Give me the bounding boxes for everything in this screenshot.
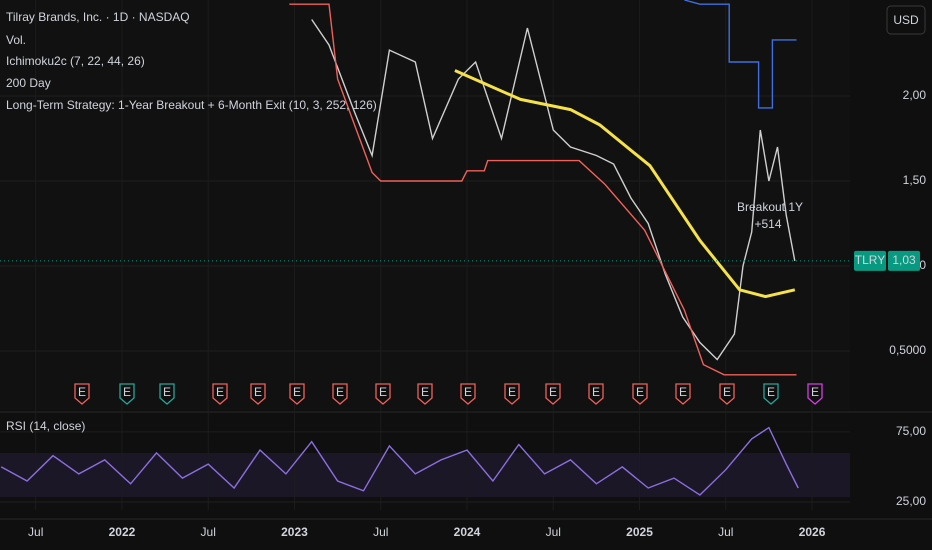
symbol-label: TLRY (855, 253, 885, 267)
earnings-icon (417, 383, 433, 405)
x-tick-label: Jul (28, 525, 43, 539)
earnings-icon (460, 383, 476, 405)
earnings-label: E (78, 385, 86, 399)
earnings-icon (675, 383, 691, 405)
earnings-label: E (123, 385, 131, 399)
earnings-icon (212, 383, 228, 405)
currency-button[interactable] (886, 5, 926, 35)
x-tick-label: Jul (718, 525, 733, 539)
earnings-icon (588, 383, 604, 405)
earnings-icon (332, 383, 348, 405)
x-tick-label: 2022 (109, 525, 136, 539)
grid: 0,50001,001,502,00Jul2022Jul2023Jul2024J… (0, 0, 926, 539)
price-label: 1,03 (892, 253, 916, 267)
earnings-label: E (464, 385, 472, 399)
earnings-label: E (767, 385, 775, 399)
indicator: Vol. (6, 33, 26, 47)
x-tick-label: Jul (201, 525, 216, 539)
earnings-label: E (421, 385, 429, 399)
x-tick-label: 2025 (626, 525, 653, 539)
series-line (0, 426, 799, 496)
y-tick-label: 1,50 (903, 173, 927, 187)
symbol-box (854, 250, 886, 271)
x-tick-label: 2024 (454, 525, 481, 539)
earnings-label: E (216, 385, 224, 399)
earnings-icon (719, 383, 735, 405)
earnings-label: E (508, 385, 516, 399)
earnings-icon (159, 383, 175, 405)
series-line (311, 19, 796, 361)
earnings-label: E (811, 385, 819, 399)
earnings-label: E (254, 385, 262, 399)
earnings-label: E (379, 385, 387, 399)
earnings-icon (807, 383, 823, 405)
price-pane (0, 0, 850, 410)
rsi-title: RSI (14, close) (6, 419, 85, 433)
series-line (454, 69, 796, 299)
earnings-icon (504, 383, 520, 405)
earnings-icon (545, 383, 561, 405)
earnings-label: E (679, 385, 687, 399)
x-tick-label: 2026 (799, 525, 826, 539)
y-tick-label: 0,5000 (889, 343, 926, 357)
y-tick-label: 25,00 (896, 494, 926, 508)
symbol-title: Tilray Brands, Inc. · 1D · NASDAQ (6, 10, 190, 24)
annotation-value: +514 (754, 217, 781, 231)
earnings-label: E (163, 385, 171, 399)
y-tick-label: 75,00 (896, 424, 926, 438)
indicator: 200 Day (6, 76, 51, 90)
earnings-label: E (636, 385, 644, 399)
earnings-icon (119, 383, 135, 405)
rsi-band (0, 453, 850, 497)
x-tick-label: Jul (373, 525, 388, 539)
price-box (888, 250, 920, 271)
earnings-icon (250, 383, 266, 405)
indicator: Long-Term Strategy: 1-Year Breakout + 6-… (6, 98, 377, 112)
x-tick-label: Jul (546, 525, 561, 539)
earnings-icon (763, 383, 779, 405)
earnings-icon (375, 383, 391, 405)
x-tick-label: 2023 (281, 525, 308, 539)
earnings-label: E (592, 385, 600, 399)
series-line (684, 0, 797, 109)
earnings-label: E (549, 385, 557, 399)
annotation: Breakout 1Y (737, 200, 803, 214)
y-tick-label: 2,00 (903, 88, 927, 102)
earnings-label: E (336, 385, 344, 399)
indicator: Ichimoku2c (7, 22, 44, 26) (6, 54, 145, 68)
legend: Tilray Brands, Inc. · 1D · NASDAQ Vol. I… (6, 10, 377, 433)
earnings-icon (74, 383, 90, 405)
earnings-icon (289, 383, 305, 405)
earnings-label: E (293, 385, 301, 399)
earnings-icon (632, 383, 648, 405)
currency[interactable]: USD (893, 13, 919, 27)
earnings-label: E (723, 385, 731, 399)
series-line (289, 3, 797, 376)
marks: TLRY 1,03 Breakout 1Y +514 E E E E E E E E E E E E E E E E E… (0, 0, 920, 496)
